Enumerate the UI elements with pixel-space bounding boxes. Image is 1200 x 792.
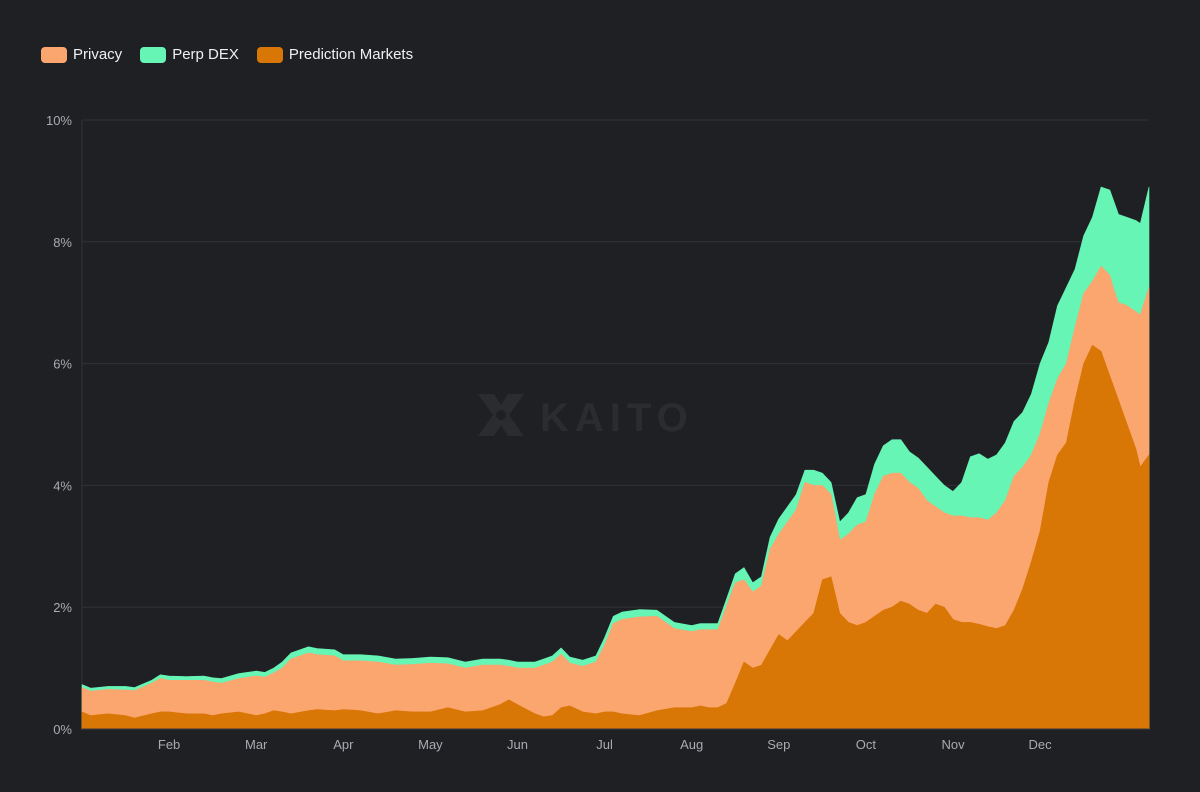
y-tick-label: 8%	[53, 235, 72, 250]
legend-label-prediction-markets: Prediction Markets	[288, 46, 414, 63]
legend-label-perp-dex: Perp DEX	[172, 46, 239, 63]
x-tick-label: Nov	[941, 737, 965, 752]
x-tick-label: May	[418, 737, 443, 752]
legend-swatch-prediction-markets	[256, 46, 283, 63]
x-tick-label: Sep	[767, 737, 790, 752]
kaito-logo-icon	[478, 394, 524, 436]
legend-item-perp-dex[interactable]: Perp DEX	[140, 46, 239, 63]
legend-item-prediction-markets[interactable]: Prediction Markets	[256, 46, 414, 63]
watermark: KAITO	[478, 394, 694, 440]
x-tick-label: Jul	[596, 737, 613, 752]
x-tick-label: Aug	[680, 737, 703, 752]
legend-label-privacy: Privacy	[73, 46, 123, 63]
legend-item-privacy[interactable]: Privacy	[41, 46, 122, 63]
x-tick-label: Feb	[158, 737, 180, 752]
x-tick-label: Dec	[1029, 737, 1053, 752]
y-tick-label: 2%	[53, 600, 72, 615]
y-tick-label: 10%	[46, 113, 72, 128]
y-axis: 0% 2% 4% 6% 8% 10%	[46, 113, 72, 737]
watermark-text: KAITO	[540, 396, 694, 440]
legend-swatch-perp-dex	[140, 46, 167, 63]
x-tick-label: Mar	[245, 737, 268, 752]
x-axis: Feb Mar Apr May Jun Jul Aug Sep Oct Nov Dec	[82, 728, 1149, 752]
y-tick-label: 6%	[53, 357, 72, 372]
legend: Privacy Perp DEX Prediction Markets	[41, 46, 413, 63]
x-tick-label: Oct	[856, 737, 877, 752]
y-tick-label: 4%	[53, 478, 72, 493]
series-areas	[81, 186, 1150, 730]
legend-swatch-privacy	[41, 46, 67, 63]
x-tick-label: Jun	[507, 737, 528, 752]
y-tick-label: 0%	[53, 722, 72, 737]
area-prediction-markets[interactable]	[81, 345, 1150, 730]
x-tick-label: Apr	[333, 737, 354, 752]
